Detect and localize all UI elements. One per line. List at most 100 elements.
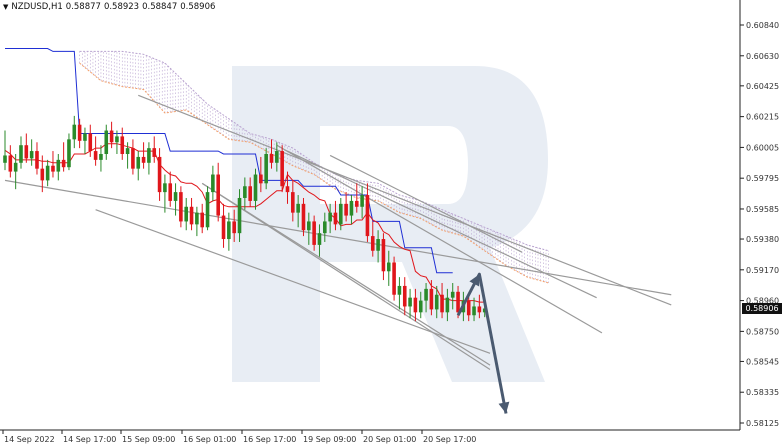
- candle[interactable]: [131, 139, 135, 175]
- trendline-6[interactable]: [201, 182, 491, 366]
- candle[interactable]: [104, 124, 109, 160]
- candle[interactable]: [24, 133, 29, 163]
- candle[interactable]: [296, 195, 300, 228]
- candle[interactable]: [237, 189, 242, 242]
- candle[interactable]: [120, 127, 125, 160]
- candle[interactable]: [173, 183, 178, 216]
- candle[interactable]: [349, 195, 354, 225]
- candle[interactable]: [386, 250, 391, 286]
- candle[interactable]: [45, 159, 50, 187]
- candle[interactable]: [8, 145, 13, 178]
- candle[interactable]: [392, 256, 396, 301]
- candle[interactable]: [67, 133, 71, 171]
- candle[interactable]: [51, 151, 55, 178]
- candle[interactable]: [248, 177, 252, 207]
- candle[interactable]: [472, 297, 476, 322]
- candle[interactable]: [275, 142, 279, 172]
- candle[interactable]: [418, 291, 423, 319]
- candle[interactable]: [136, 151, 141, 181]
- candle[interactable]: [360, 186, 364, 219]
- candle[interactable]: [466, 294, 471, 322]
- candle[interactable]: [227, 212, 231, 251]
- candle[interactable]: [397, 277, 402, 310]
- candle[interactable]: [328, 203, 332, 234]
- candle[interactable]: [243, 177, 247, 210]
- candle[interactable]: [365, 183, 370, 242]
- candle[interactable]: [40, 155, 45, 193]
- candle[interactable]: [72, 115, 77, 149]
- candle[interactable]: [29, 139, 34, 166]
- trendline-3[interactable]: [95, 209, 491, 354]
- candle[interactable]: [450, 283, 455, 310]
- candle[interactable]: [370, 221, 375, 257]
- candle[interactable]: [291, 180, 295, 222]
- candle[interactable]: [168, 171, 173, 207]
- trendline-1[interactable]: [4, 179, 672, 296]
- candle[interactable]: [424, 283, 428, 313]
- candle[interactable]: [312, 215, 316, 251]
- candle[interactable]: [232, 209, 236, 242]
- candle[interactable]: [307, 212, 311, 245]
- candle[interactable]: [195, 206, 199, 237]
- candle[interactable]: [477, 294, 482, 319]
- candle[interactable]: [109, 121, 114, 149]
- candle[interactable]: [83, 127, 87, 155]
- trendline-4[interactable]: [276, 144, 603, 334]
- trendline-2[interactable]: [138, 94, 672, 306]
- candle[interactable]: [115, 130, 119, 155]
- candle[interactable]: [264, 148, 268, 190]
- candle[interactable]: [99, 145, 103, 172]
- candle[interactable]: [35, 142, 39, 175]
- candle[interactable]: [440, 283, 444, 319]
- candle[interactable]: [221, 203, 226, 248]
- trendline-8[interactable]: [287, 150, 597, 299]
- candle[interactable]: [413, 288, 418, 322]
- candle[interactable]: [157, 148, 162, 201]
- candle[interactable]: [77, 118, 82, 149]
- candle-body: [413, 297, 418, 313]
- candle[interactable]: [408, 288, 412, 319]
- candle[interactable]: [163, 174, 167, 213]
- candle[interactable]: [205, 186, 210, 231]
- candle[interactable]: [445, 288, 450, 322]
- candle[interactable]: [344, 192, 348, 222]
- candle[interactable]: [301, 197, 306, 237]
- candle[interactable]: [141, 142, 146, 169]
- candle[interactable]: [200, 203, 205, 234]
- candle[interactable]: [354, 183, 359, 213]
- candle[interactable]: [211, 165, 215, 201]
- candle[interactable]: [56, 154, 61, 181]
- candle[interactable]: [285, 171, 290, 204]
- candle[interactable]: [333, 200, 338, 231]
- candle[interactable]: [125, 142, 130, 169]
- candle[interactable]: [147, 142, 151, 175]
- trendline-5[interactable]: [201, 182, 491, 370]
- candle[interactable]: [19, 136, 23, 169]
- candle[interactable]: [61, 142, 66, 172]
- candle[interactable]: [189, 197, 194, 231]
- dropdown-triangle-icon[interactable]: ▼: [3, 3, 9, 11]
- candle[interactable]: [317, 224, 322, 257]
- candle[interactable]: [323, 212, 327, 242]
- trendline-7[interactable]: [329, 154, 523, 253]
- candle[interactable]: [253, 168, 258, 210]
- candle[interactable]: [381, 233, 386, 281]
- candle[interactable]: [338, 197, 343, 231]
- candle[interactable]: [216, 162, 220, 222]
- candle[interactable]: [3, 130, 7, 171]
- candle[interactable]: [93, 136, 98, 166]
- candle[interactable]: [152, 136, 157, 163]
- candle[interactable]: [429, 280, 434, 316]
- candle[interactable]: [179, 186, 183, 228]
- candle[interactable]: [88, 124, 93, 157]
- candle[interactable]: [259, 156, 263, 193]
- candle[interactable]: [269, 139, 274, 169]
- candle[interactable]: [280, 145, 284, 193]
- candle[interactable]: [434, 285, 439, 319]
- candle[interactable]: [376, 230, 380, 263]
- candle[interactable]: [402, 277, 407, 316]
- candle[interactable]: [13, 154, 18, 190]
- candle[interactable]: [184, 197, 189, 231]
